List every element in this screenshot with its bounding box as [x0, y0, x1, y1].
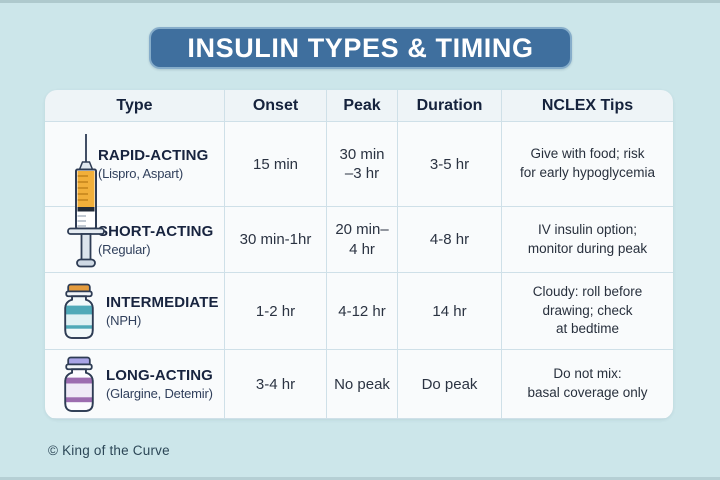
insulin-type-subtype: (Regular) — [98, 241, 151, 257]
syringe-icon — [67, 134, 105, 268]
insulin-type-name: SHORT-ACTING — [98, 222, 214, 240]
intermediate-peak-value: 4-12 hr — [327, 273, 397, 349]
insulin-type-name: RAPID-ACTING — [98, 147, 209, 164]
table-row-intermediate-type-cell: INTERMEDIATE (NPH) — [45, 273, 224, 349]
long-onset-value: 3-4 hr — [225, 350, 326, 418]
intermediate-duration-value: 14 hr — [398, 273, 501, 349]
column-header-onset: Onset — [225, 90, 326, 121]
page-title: INSULIN TYPES & TIMING — [187, 32, 534, 63]
canvas-top-edge — [0, 0, 720, 3]
type-label-group: INTERMEDIATE (NPH) — [106, 294, 219, 328]
insulin-type-subtype: (Lispro, Aspart) — [98, 166, 183, 181]
rapid-peak-value: 30 min –3 hr — [327, 122, 397, 206]
long-duration-value: Do peak — [398, 350, 501, 418]
table-row-long-type-cell: LONG-ACTING (Glargine, Detemir) — [45, 350, 224, 418]
insulin-vial-long-icon — [64, 356, 94, 412]
copyright-text: © King of the Curve — [48, 443, 170, 458]
long-peak-value: No peak — [327, 350, 397, 418]
rapid-onset-value: 15 min — [225, 122, 326, 206]
short-nclex-tips: IV insulin option; monitor during peak — [502, 207, 673, 272]
short-duration-value: 4-8 hr — [398, 207, 501, 272]
column-header-type: Type — [45, 90, 224, 121]
type-label-group: RAPID-ACTING (Lispro, Aspart) — [98, 147, 208, 181]
insulin-type-name: INTERMEDIATE — [106, 294, 219, 311]
intermediate-onset-value: 1-2 hr — [225, 273, 326, 349]
column-header-peak: Peak — [327, 90, 397, 121]
insulin-type-subtype: (Glargine, Detemir) — [106, 386, 213, 401]
intermediate-nclex-tips: Cloudy: roll before drawing; check at be… — [502, 273, 673, 349]
insulin-table: Type Onset Peak Duration NCLEX Tips RAPI… — [45, 90, 673, 419]
type-label-group: LONG-ACTING (Glargine, Detemir) — [106, 367, 213, 401]
column-header-nclex-tips: NCLEX Tips — [502, 90, 673, 121]
column-header-duration: Duration — [398, 90, 501, 121]
title-banner: INSULIN TYPES & TIMING — [149, 27, 572, 69]
rapid-duration-value: 3-5 hr — [398, 122, 501, 206]
type-label-group: SHORT-ACTING (Regular) — [98, 223, 213, 257]
rapid-nclex-tips: Give with food; risk for early hypoglyce… — [502, 122, 673, 206]
table-row-short-type-cell: SHORT-ACTING (Regular) — [45, 207, 224, 272]
insulin-type-name: LONG-ACTING — [106, 367, 213, 384]
short-onset-value: 30 min-1hr — [225, 207, 326, 272]
insulin-vial-intermediate-icon — [64, 283, 94, 339]
short-peak-value: 20 min– 4 hr — [327, 207, 397, 272]
insulin-type-subtype: (NPH) — [106, 313, 142, 328]
table-row-rapid-type-cell: RAPID-ACTING (Lispro, Aspart) — [45, 122, 224, 206]
long-nclex-tips: Do not mix: basal coverage only — [502, 350, 673, 418]
